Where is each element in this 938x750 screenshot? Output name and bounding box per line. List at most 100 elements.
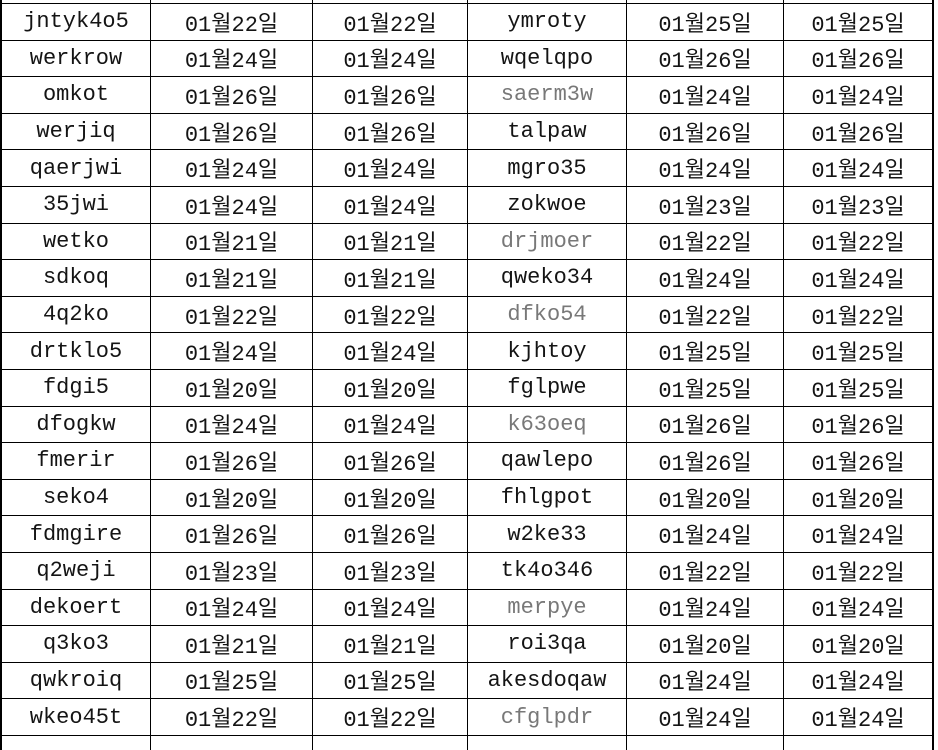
date-cell: 01월24일	[784, 662, 934, 700]
partial-row-cell	[151, 0, 313, 4]
date-cell: 01월22일	[784, 552, 934, 590]
name-cell: kjhtoy	[468, 333, 627, 370]
name-cell: roi3qa	[468, 626, 627, 663]
partial-row-cell	[2, 735, 151, 750]
partial-row-cell	[2, 0, 151, 4]
date-cell: 01월24일	[151, 40, 313, 78]
date-cell: 01월20일	[313, 369, 468, 407]
name-cell: qawlepo	[468, 443, 627, 480]
partial-row-cell	[313, 735, 468, 750]
date-cell: 01월24일	[784, 589, 934, 627]
name-cell: wqelqpo	[468, 40, 627, 78]
name-cell: ymroty	[468, 4, 627, 41]
name-cell: fglpwe	[468, 369, 627, 407]
date-cell: 01월26일	[627, 113, 784, 151]
date-cell: 01월20일	[627, 479, 784, 517]
name-cell: drtklo5	[2, 333, 151, 370]
date-cell: 01월24일	[151, 150, 313, 187]
date-cell: 01월26일	[627, 40, 784, 78]
date-cell: 01월26일	[151, 113, 313, 151]
partial-row-cell	[468, 0, 627, 4]
date-cell: 01월26일	[313, 443, 468, 480]
date-cell: 01월24일	[151, 333, 313, 370]
date-cell: 01월22일	[627, 223, 784, 261]
date-cell: 01월25일	[784, 333, 934, 370]
date-cell: 01월26일	[151, 516, 313, 553]
date-cell: 01월26일	[151, 443, 313, 480]
name-cell: mgro35	[468, 150, 627, 187]
name-cell: seko4	[2, 479, 151, 517]
date-cell: 01월24일	[627, 77, 784, 114]
name-cell: werkrow	[2, 40, 151, 78]
date-cell: 01월23일	[151, 552, 313, 590]
date-cell: 01월24일	[151, 186, 313, 224]
partial-row-cell	[627, 735, 784, 750]
date-cell: 01월26일	[784, 40, 934, 78]
date-cell: 01월26일	[313, 77, 468, 114]
date-cell: 01월25일	[784, 4, 934, 41]
name-cell: wkeo45t	[2, 699, 151, 736]
name-cell: talpaw	[468, 113, 627, 151]
date-cell: 01월24일	[627, 260, 784, 297]
name-cell: qaerjwi	[2, 150, 151, 187]
date-cell: 01월25일	[627, 369, 784, 407]
date-cell: 01월25일	[627, 333, 784, 370]
date-cell: 01월26일	[784, 443, 934, 480]
date-cell: 01월24일	[784, 516, 934, 553]
date-cell: 01월20일	[151, 369, 313, 407]
date-cell: 01월22일	[627, 552, 784, 590]
name-cell: merpye	[468, 589, 627, 627]
date-cell: 01월24일	[313, 406, 468, 444]
date-cell: 01월26일	[151, 77, 313, 114]
date-cell: 01월25일	[151, 662, 313, 700]
date-cell: 01월21일	[313, 223, 468, 261]
date-cell: 01월26일	[627, 406, 784, 444]
name-cell: dfogkw	[2, 406, 151, 444]
name-cell: tk4o346	[468, 552, 627, 590]
date-cell: 01월24일	[151, 589, 313, 627]
date-cell: 01월22일	[627, 296, 784, 334]
partial-row-cell	[627, 0, 784, 4]
date-cell: 01월26일	[313, 516, 468, 553]
date-cell: 01월23일	[784, 186, 934, 224]
name-cell: saerm3w	[468, 77, 627, 114]
date-cell: 01월26일	[313, 113, 468, 151]
name-cell: sdkoq	[2, 260, 151, 297]
name-cell: qwkroiq	[2, 662, 151, 700]
name-cell: fmerir	[2, 443, 151, 480]
date-cell: 01월22일	[151, 4, 313, 41]
date-cell: 01월25일	[784, 369, 934, 407]
date-cell: 01월20일	[151, 479, 313, 517]
date-cell: 01월25일	[313, 662, 468, 700]
name-cell: fdgi5	[2, 369, 151, 407]
name-cell: cfglpdr	[468, 699, 627, 736]
name-cell: dekoert	[2, 589, 151, 627]
name-cell: werjiq	[2, 113, 151, 151]
date-cell: 01월24일	[784, 77, 934, 114]
date-cell: 01월22일	[784, 223, 934, 261]
date-cell: 01월20일	[784, 626, 934, 663]
name-cell: qweko34	[468, 260, 627, 297]
name-cell: akesdoqaw	[468, 662, 627, 700]
date-cell: 01월21일	[151, 260, 313, 297]
name-cell: 35jwi	[2, 186, 151, 224]
name-cell: fdmgire	[2, 516, 151, 553]
date-cell: 01월21일	[151, 223, 313, 261]
date-cell: 01월24일	[784, 699, 934, 736]
date-cell: 01월24일	[313, 589, 468, 627]
name-cell: drjmoer	[468, 223, 627, 261]
name-cell: omkot	[2, 77, 151, 114]
date-cell: 01월23일	[313, 552, 468, 590]
date-cell: 01월24일	[627, 699, 784, 736]
date-cell: 01월24일	[627, 516, 784, 553]
partial-row-cell	[468, 735, 627, 750]
name-cell: zokwoe	[468, 186, 627, 224]
partial-row-cell	[313, 0, 468, 4]
partial-row-cell	[784, 0, 934, 4]
date-cell: 01월26일	[784, 406, 934, 444]
date-cell: 01월24일	[627, 150, 784, 187]
partial-row-cell	[784, 735, 934, 750]
date-cell: 01월25일	[627, 4, 784, 41]
date-cell: 01월22일	[313, 4, 468, 41]
